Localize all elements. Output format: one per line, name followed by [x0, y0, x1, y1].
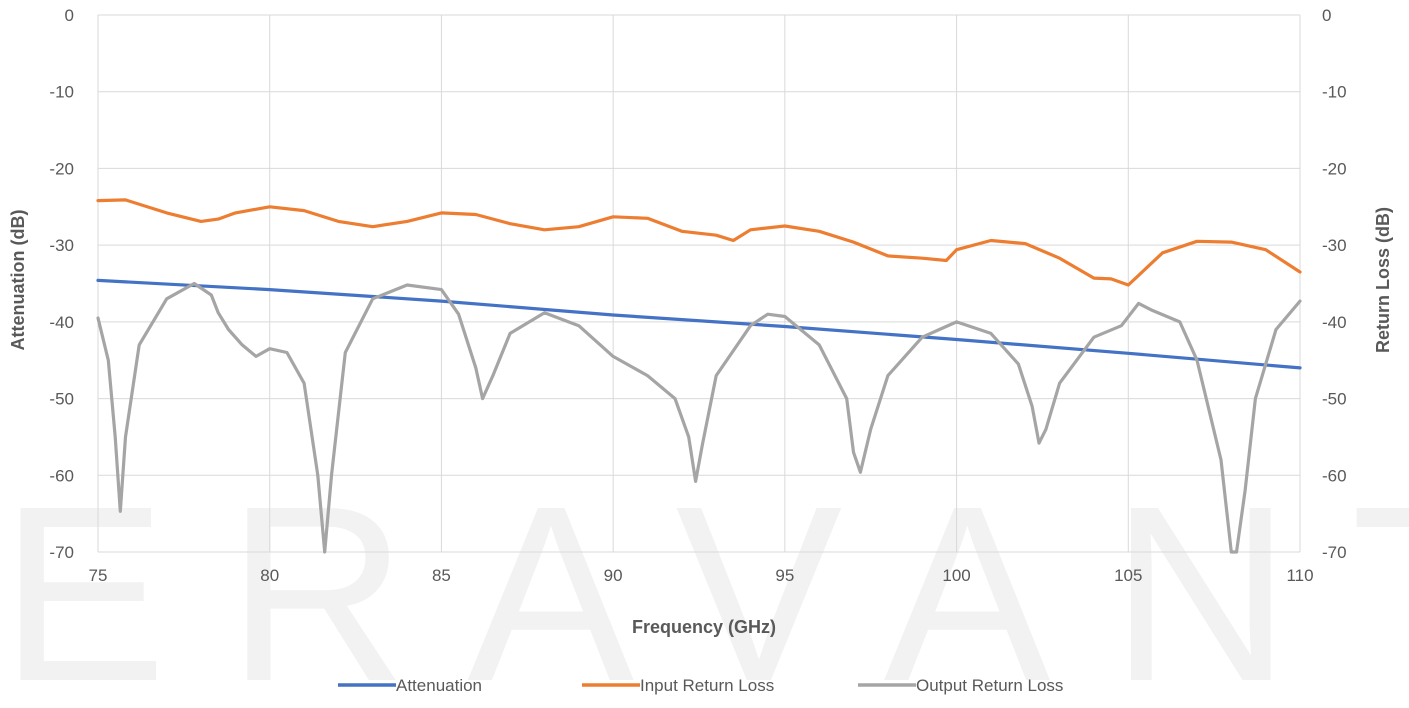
y-left-tick-label: -10 — [49, 83, 74, 102]
x-tick-label: 80 — [260, 566, 279, 585]
x-tick-label: 110 — [1286, 566, 1313, 585]
legend-label-output-return-loss: Output Return Loss — [916, 676, 1063, 695]
y-right-tick-label: -20 — [1322, 159, 1347, 178]
tick-labels: 75 80 85 90 95 100 105 110 0 0 -10 -10 -20 -20 -30 -30 -… — [49, 6, 1346, 585]
y-right-tick-label: -30 — [1322, 236, 1347, 255]
legend: Attenuation Input Return Loss Output Retur… — [338, 676, 1063, 695]
y-left-tick-label: -50 — [49, 390, 74, 409]
y-axis-right-title: Return Loss (dB) — [1373, 207, 1393, 353]
y-left-tick-label: -30 — [49, 236, 74, 255]
watermark: ERAVANT — [0, 454, 1409, 708]
y-right-tick-label: -40 — [1322, 313, 1347, 332]
legend-label-input-return-loss: Input Return Loss — [640, 676, 774, 695]
y-right-tick-label: 0 — [1322, 6, 1331, 25]
series-line-attenuation — [96, 278, 1302, 370]
x-tick-label: 85 — [432, 566, 451, 585]
y-right-tick-label: -50 — [1322, 390, 1347, 409]
y-left-tick-label: -40 — [49, 313, 74, 332]
y-right-tick-label: -60 — [1322, 466, 1347, 485]
y-axis-left-title: Attenuation (dB) — [8, 210, 28, 351]
y-right-tick-label: -70 — [1322, 543, 1347, 562]
x-tick-label: 105 — [1114, 566, 1142, 585]
series-line-input-return-loss — [96, 198, 1302, 287]
x-axis-title: Frequency (GHz) — [632, 617, 776, 637]
x-tick-label: 90 — [604, 566, 623, 585]
y-left-tick-label: -20 — [49, 159, 74, 178]
y-left-tick-label: -70 — [49, 543, 74, 562]
y-right-tick-label: -10 — [1322, 83, 1347, 102]
series-lines — [96, 198, 1302, 554]
x-tick-label: 75 — [89, 566, 108, 585]
y-left-tick-label: -60 — [49, 466, 74, 485]
series-line-output-return-loss — [96, 281, 1302, 554]
x-tick-label: 95 — [775, 566, 794, 585]
y-left-tick-label: 0 — [65, 6, 74, 25]
x-tick-label: 100 — [942, 566, 970, 585]
legend-label-attenuation: Attenuation — [396, 676, 482, 695]
